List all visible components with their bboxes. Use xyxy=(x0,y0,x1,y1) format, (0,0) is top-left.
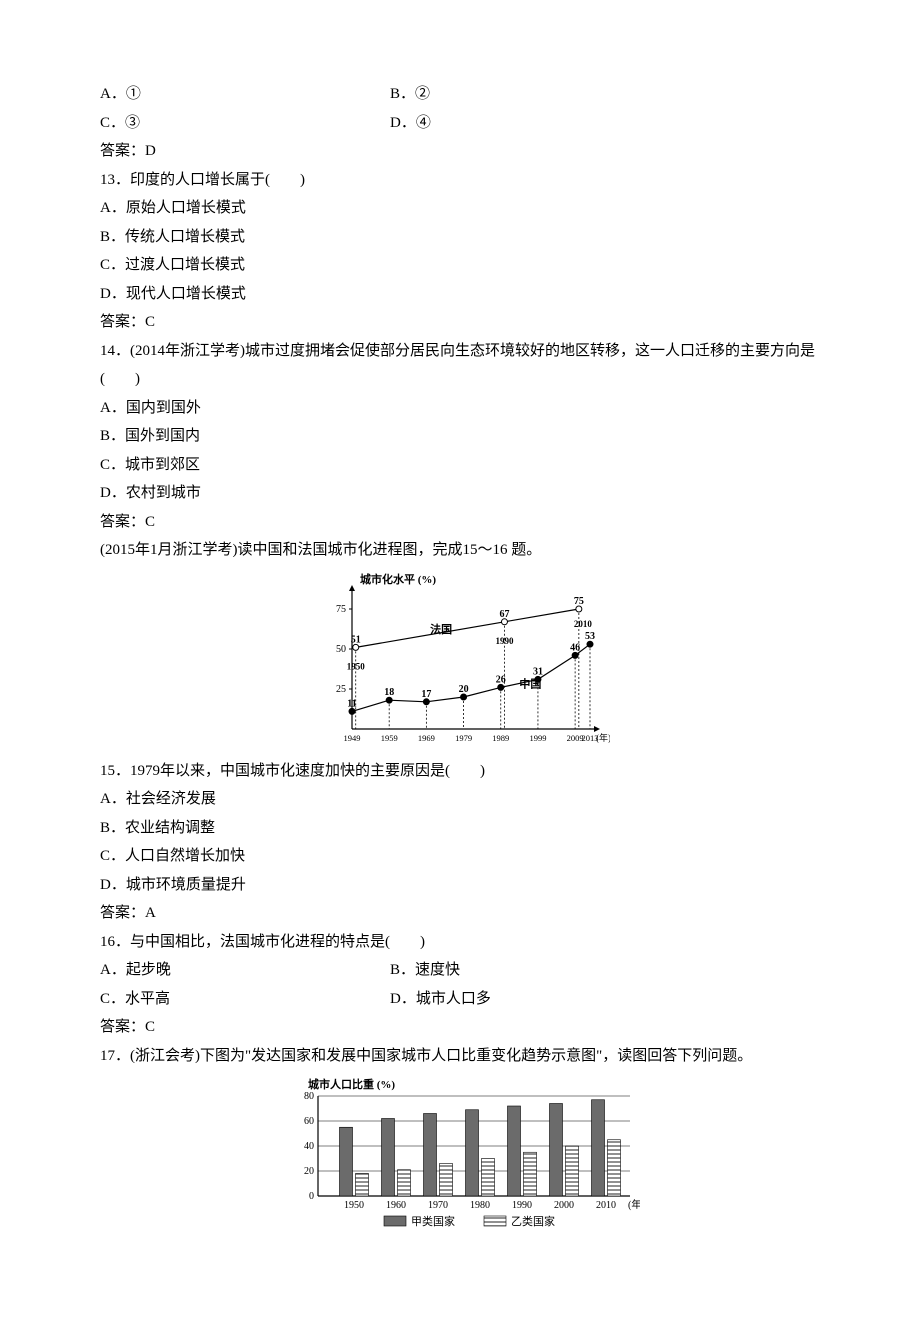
q12-opt-b: B．② xyxy=(390,80,820,109)
q15-opt-b: B．农业结构调整 xyxy=(100,814,820,843)
q17-stem: 17．(浙江会考)下图为"发达国家和发展中国家城市人口比重变化趋势示意图"，读图… xyxy=(100,1042,820,1071)
svg-text:城市人口比重 (%): 城市人口比重 (%) xyxy=(308,1077,395,1091)
svg-text:1949: 1949 xyxy=(344,733,361,743)
q13-opt-d: D．现代人口增长模式 xyxy=(100,280,820,309)
q15-16-shared-stem: (2015年1月浙江学考)读中国和法国城市化进程图，完成15～16 题。 xyxy=(100,536,820,565)
q15-stem: 15．1979年以来，中国城市化速度加快的主要原因是( ) xyxy=(100,757,820,786)
q12-opt-d: D．④ xyxy=(390,109,820,138)
svg-text:50: 50 xyxy=(336,644,346,655)
svg-text:26: 26 xyxy=(496,674,506,685)
svg-text:80: 80 xyxy=(304,1091,314,1102)
svg-text:法国: 法国 xyxy=(430,622,452,636)
svg-text:20: 20 xyxy=(304,1166,314,1177)
svg-text:46: 46 xyxy=(570,642,580,653)
svg-text:(年): (年) xyxy=(596,732,610,743)
chart2-svg: 城市人口比重 (%) 0 20 40 60 80 1950 1960 1970 1980 1990 2… xyxy=(280,1076,640,1236)
q16-opt-d: D．城市人口多 xyxy=(390,985,820,1014)
svg-text:2000: 2000 xyxy=(554,1200,574,1211)
svg-text:18: 18 xyxy=(384,687,394,698)
q16-row-ab: A．起步晚 B．速度快 xyxy=(100,956,820,985)
q12-opt-a: A．① xyxy=(100,80,390,109)
q14-answer: 答案：C xyxy=(100,508,820,537)
q16-row-cd: C．水平高 D．城市人口多 xyxy=(100,985,820,1014)
svg-text:53: 53 xyxy=(585,631,595,642)
svg-text:17: 17 xyxy=(421,688,431,699)
svg-text:城市化水平 (%): 城市化水平 (%) xyxy=(360,572,436,586)
q14-opt-b: B．国外到国内 xyxy=(100,422,820,451)
svg-text:60: 60 xyxy=(304,1116,314,1127)
q12-row-ab: A．① B．② xyxy=(100,80,820,109)
svg-text:31: 31 xyxy=(533,666,543,677)
svg-text:1990: 1990 xyxy=(495,635,514,645)
q16-opt-a: A．起步晚 xyxy=(100,956,390,985)
svg-text:中国: 中国 xyxy=(519,676,541,690)
q13-opt-b: B．传统人口增长模式 xyxy=(100,223,820,252)
svg-text:51: 51 xyxy=(351,634,361,645)
q16-opt-c: C．水平高 xyxy=(100,985,390,1014)
q14-opt-a: A．国内到国外 xyxy=(100,394,820,423)
svg-text:1979: 1979 xyxy=(455,733,472,743)
chart-urban-pop-bar: 城市人口比重 (%) 0 20 40 60 80 1950 1960 1970 1980 1990 2… xyxy=(100,1076,820,1236)
q13-opt-c: C．过渡人口增长模式 xyxy=(100,251,820,280)
q14-opt-c: C．城市到郊区 xyxy=(100,451,820,480)
svg-text:75: 75 xyxy=(336,604,346,615)
svg-text:1990: 1990 xyxy=(512,1200,532,1211)
q16-answer: 答案：C xyxy=(100,1013,820,1042)
chart-urbanization-line: 城市化水平 (%) 25 50 75 1949 1959 1969 1979 1989 1999 2… xyxy=(100,571,820,751)
svg-text:1980: 1980 xyxy=(470,1200,490,1211)
svg-text:1970: 1970 xyxy=(428,1200,448,1211)
q14-opt-d: D．农村到城市 xyxy=(100,479,820,508)
svg-text:75: 75 xyxy=(574,596,584,607)
q15-opt-d: D．城市环境质量提升 xyxy=(100,871,820,900)
q13-opt-a: A．原始人口增长模式 xyxy=(100,194,820,223)
svg-text:(年): (年) xyxy=(628,1198,640,1211)
svg-text:乙类国家: 乙类国家 xyxy=(511,1214,555,1228)
q12-answer: 答案：D xyxy=(100,137,820,166)
q12-row-cd: C．③ D．④ xyxy=(100,109,820,138)
q15-answer: 答案：A xyxy=(100,899,820,928)
svg-text:0: 0 xyxy=(309,1191,314,1202)
svg-text:11: 11 xyxy=(347,698,356,709)
svg-text:25: 25 xyxy=(336,684,346,695)
q13-answer: 答案：C xyxy=(100,308,820,337)
svg-text:1999: 1999 xyxy=(529,733,546,743)
svg-text:1959: 1959 xyxy=(381,733,398,743)
svg-text:2010: 2010 xyxy=(574,619,593,629)
q12-opt-c: C．③ xyxy=(100,109,390,138)
svg-text:甲类国家: 甲类国家 xyxy=(411,1214,455,1228)
svg-text:67: 67 xyxy=(499,608,509,619)
q14-stem: 14．(2014年浙江学考)城市过度拥堵会促使部分居民向生态环境较好的地区转移，… xyxy=(100,337,820,394)
svg-text:1950: 1950 xyxy=(344,1200,364,1211)
q15-opt-a: A．社会经济发展 xyxy=(100,785,820,814)
q15-opt-c: C．人口自然增长加快 xyxy=(100,842,820,871)
q13-stem: 13．印度的人口增长属于( ) xyxy=(100,166,820,195)
q16-stem: 16．与中国相比，法国城市化进程的特点是( ) xyxy=(100,928,820,957)
svg-text:1950: 1950 xyxy=(347,661,366,671)
svg-text:2010: 2010 xyxy=(596,1200,616,1211)
q16-opt-b: B．速度快 xyxy=(390,956,820,985)
svg-text:20: 20 xyxy=(459,684,469,695)
svg-text:1960: 1960 xyxy=(386,1200,406,1211)
svg-text:1969: 1969 xyxy=(418,733,435,743)
svg-text:40: 40 xyxy=(304,1141,314,1152)
svg-text:1989: 1989 xyxy=(492,733,509,743)
chart1-svg: 城市化水平 (%) 25 50 75 1949 1959 1969 1979 1989 1999 2… xyxy=(310,571,610,751)
